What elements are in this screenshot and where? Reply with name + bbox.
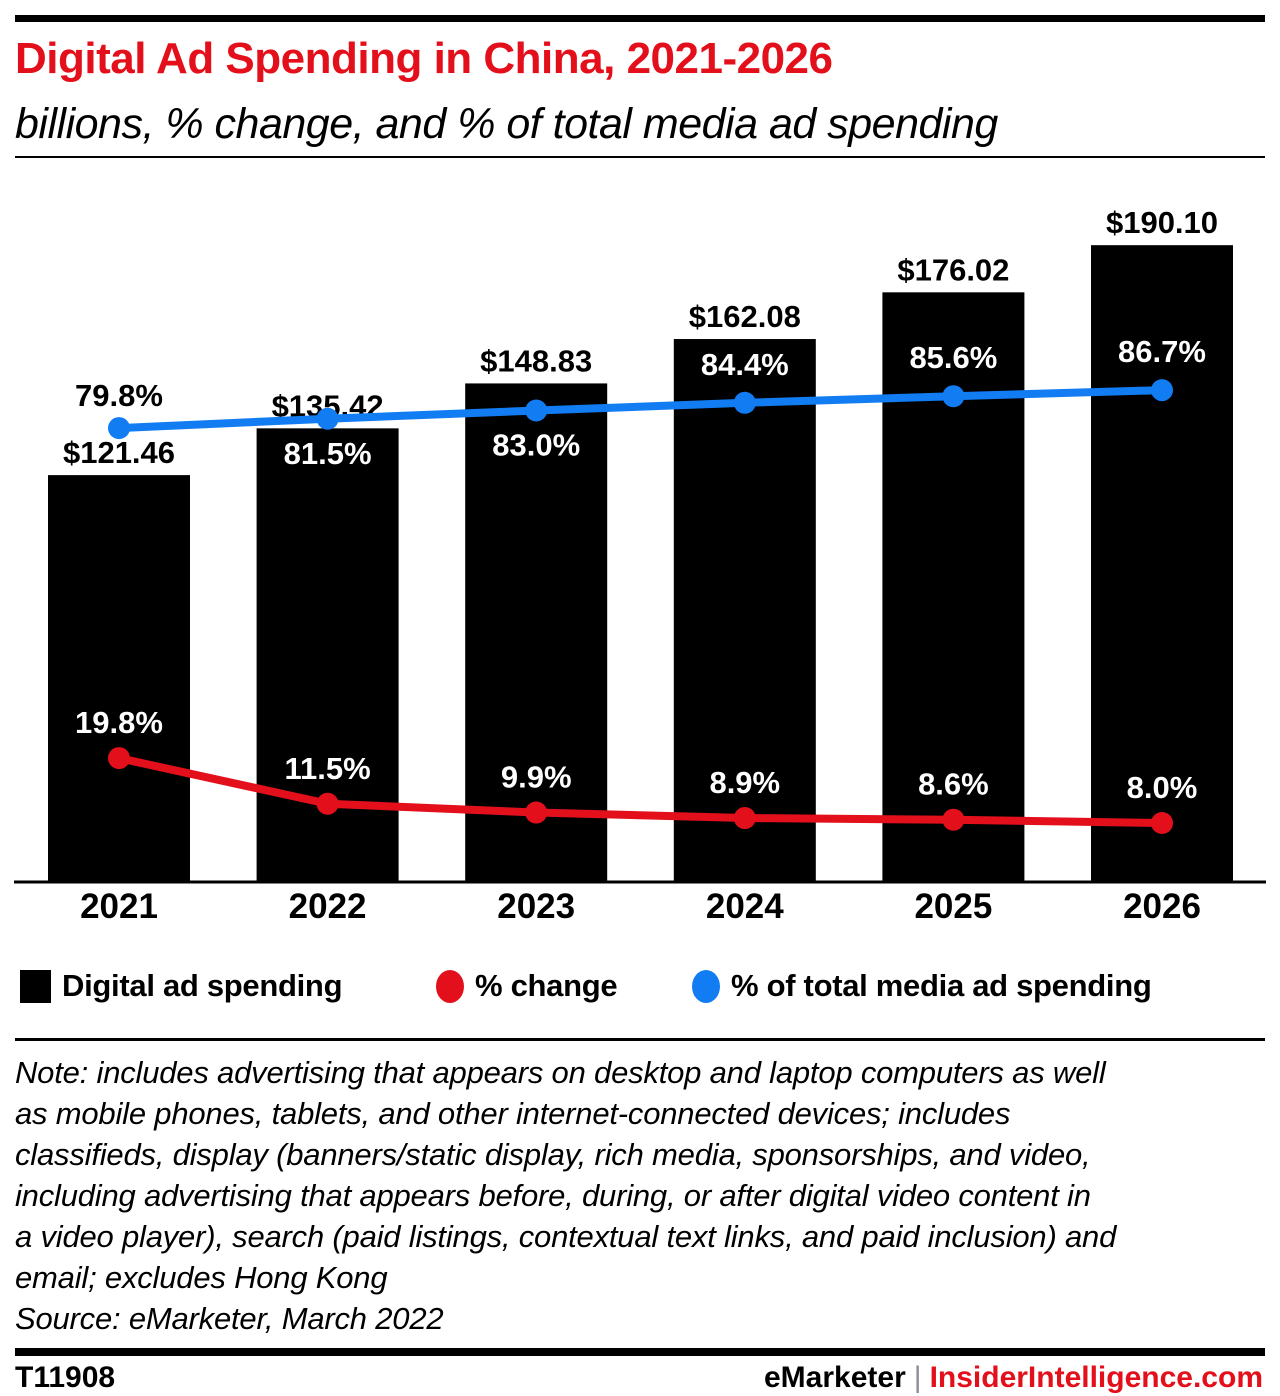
bar-2023 — [465, 383, 608, 882]
pct-change-dot-2023 — [525, 801, 548, 824]
brand-site-link: InsiderIntelligence.com — [929, 1361, 1263, 1394]
note-block: Note: includes advertising that appears … — [15, 1052, 1267, 1339]
pct-change-dot-2025 — [942, 808, 965, 831]
pct-change-line — [118, 754, 1163, 827]
legend-label: Digital ad spending — [62, 968, 343, 1003]
footer-rule — [15, 1348, 1265, 1356]
pct-change-label-2026: 8.0% — [1127, 770, 1198, 805]
bar-2026 — [1091, 245, 1233, 882]
pct-change-label-2021: 19.8% — [75, 705, 163, 740]
note-line: a video player), search (paid listings, … — [15, 1219, 1117, 1254]
source-line: Source: eMarketer, March 2022 — [15, 1301, 444, 1336]
bar-2024 — [673, 339, 816, 882]
pct-of-total-dot-2024 — [733, 391, 756, 414]
note-line: including advertising that appears befor… — [15, 1178, 1091, 1213]
x-tick-label-2025: 2025 — [914, 887, 992, 926]
x-tick-label-2026: 2026 — [1123, 887, 1201, 926]
legend-item-digital-ad-spending: Digital ad spending — [20, 966, 343, 1006]
footer: T11908 eMarketer | InsiderIntelligence.com — [15, 1361, 1265, 1395]
combo-chart-canvas: 2021 2022 2023 2024 2025 2026$121.46$135.42$1… — [14, 205, 1266, 926]
x-tick-label-2022: 2022 — [289, 887, 367, 926]
pct-of-total-line — [118, 386, 1163, 433]
chart-id: T11908 — [15, 1361, 116, 1394]
red-dot-swatch-icon — [436, 969, 464, 1003]
x-tick-label-2024: 2024 — [706, 887, 784, 926]
bar-value-label-2021: $121.46 — [63, 435, 175, 470]
note-line: Note: includes advertising that appears … — [15, 1055, 1106, 1090]
pct-of-total-label-2025: 85.6% — [909, 340, 997, 375]
bar-value-label-2026: $190.10 — [1106, 205, 1218, 240]
pct-change-label-2023: 9.9% — [501, 760, 572, 795]
pct-of-total-label-2023: 83.0% — [492, 428, 580, 463]
legend-label: % of total media ad spending — [731, 968, 1152, 1003]
pct-of-total-dot-2021 — [108, 417, 130, 440]
page-subtitle: billions, % change, and % of total media… — [15, 100, 998, 148]
x-tick-label-2023: 2023 — [497, 887, 575, 926]
pct-change-label-2025: 8.6% — [918, 767, 989, 802]
pct-change-dot-2022 — [316, 792, 339, 815]
pct-change-dot-2021 — [108, 747, 130, 770]
legend-divider — [15, 1038, 1265, 1041]
bar-value-label-2023: $148.83 — [480, 343, 592, 378]
pct-of-total-dot-2026 — [1151, 379, 1173, 402]
x-tick-label-2021: 2021 — [80, 887, 158, 926]
brand-emarketer: eMarketer — [764, 1361, 906, 1394]
pct-change-dot-2026 — [1151, 812, 1173, 834]
top-rule — [15, 15, 1265, 22]
pct-of-total-label-2022: 81.5% — [284, 436, 372, 471]
legend-label: % change — [475, 968, 618, 1003]
header-divider — [15, 156, 1265, 158]
note-line: email; excludes Hong Kong — [15, 1260, 388, 1295]
pct-of-total-dot-2023 — [525, 399, 548, 422]
legend-item-pct-change: % change — [436, 966, 618, 1006]
bar-2021 — [48, 475, 190, 882]
note-line: as mobile phones, tablets, and other int… — [15, 1096, 1011, 1131]
pct-change-label-2024: 8.9% — [709, 765, 780, 800]
bar-value-label-2025: $176.02 — [897, 252, 1009, 287]
bar-swatch-icon — [20, 969, 51, 1003]
pct-of-total-dot-2022 — [316, 407, 339, 430]
chart-legend: Digital ad spending % change % of total … — [0, 966, 1280, 1006]
pct-of-total-label-2021: 79.8% — [75, 378, 163, 413]
chart-area: 2021 2022 2023 2024 2025 2026 $121.46 $135.42 $1… — [0, 160, 1280, 940]
pct-of-total-label-2024: 84.4% — [701, 347, 789, 382]
legend-item-pct-of-total: % of total media ad spending — [692, 966, 1152, 1006]
pct-of-total-dot-2025 — [942, 385, 965, 408]
blue-dot-swatch-icon — [692, 969, 720, 1003]
pct-of-total-label-2026: 86.7% — [1118, 334, 1206, 369]
note-line: classifieds, display (banners/static dis… — [15, 1137, 1091, 1172]
brand-group: eMarketer | InsiderIntelligence.com — [764, 1361, 1263, 1395]
bar-value-label-2024: $162.08 — [689, 299, 801, 334]
page-title: Digital Ad Spending in China, 2021-2026 — [15, 34, 833, 83]
brand-separator: | — [913, 1361, 922, 1394]
pct-change-label-2022: 11.5% — [284, 751, 370, 786]
pct-change-dot-2024 — [733, 807, 756, 830]
